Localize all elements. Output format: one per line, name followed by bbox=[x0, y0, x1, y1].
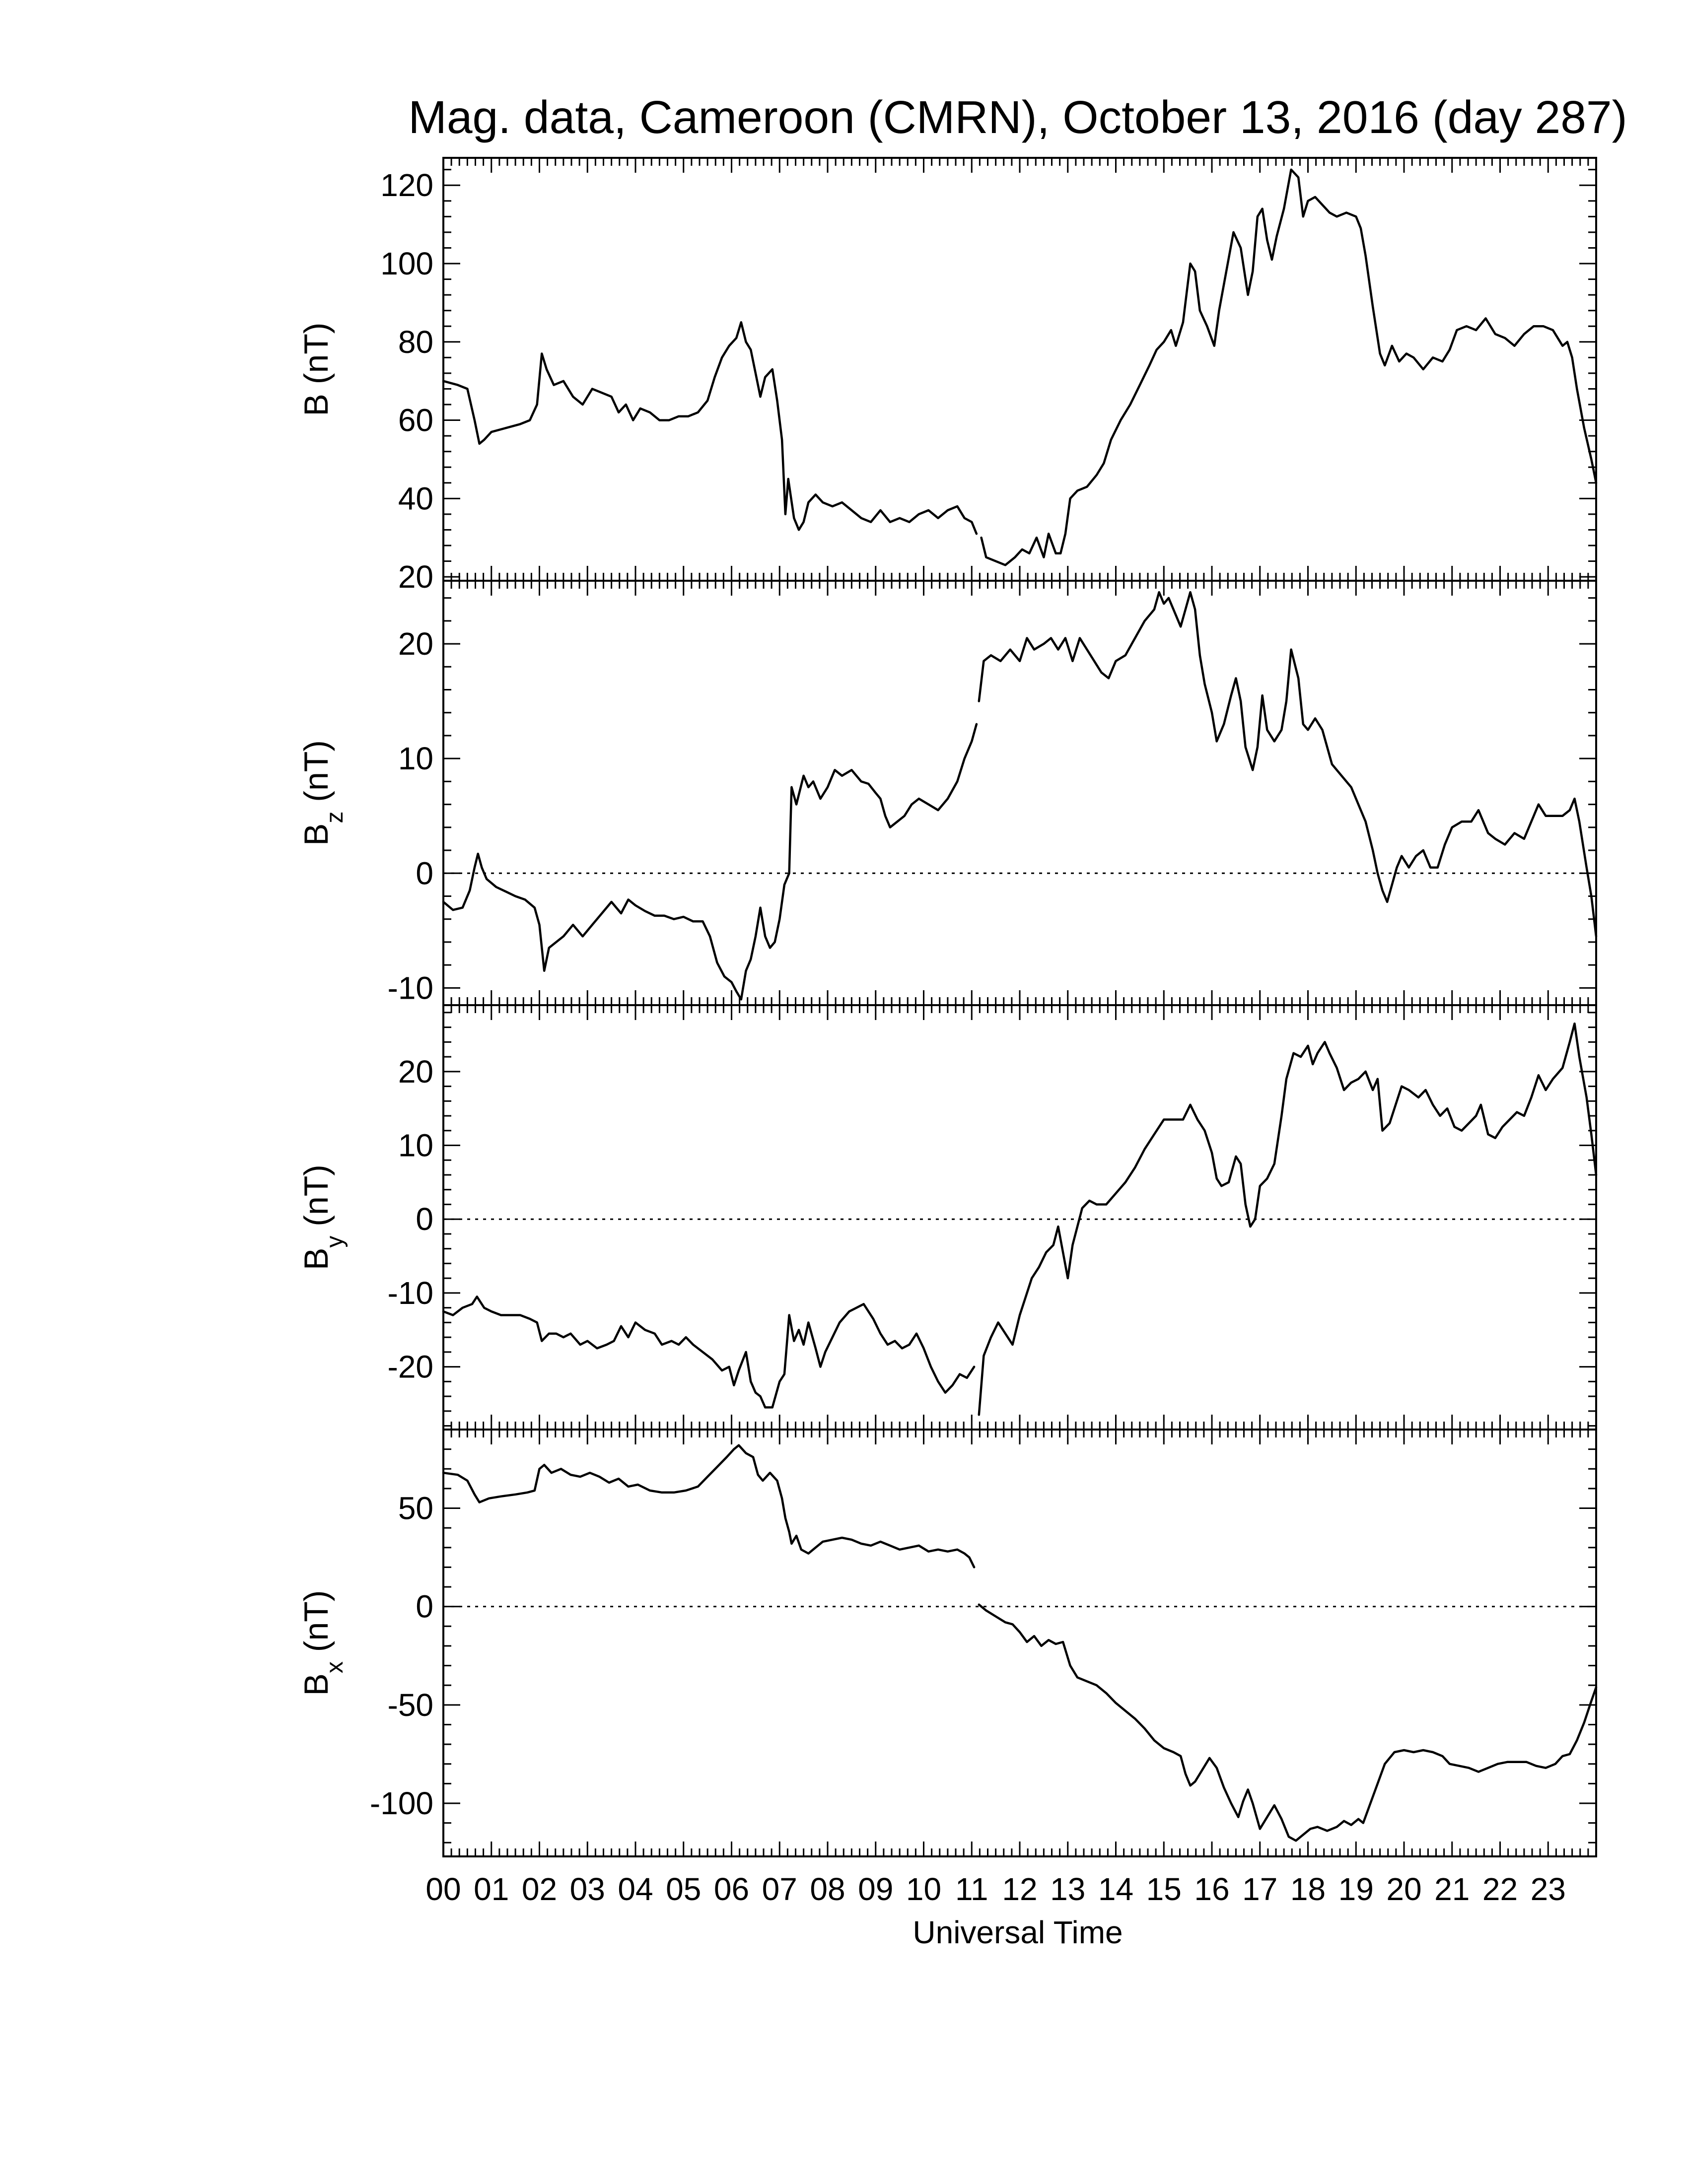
x-tick-label: 17 bbox=[1242, 1871, 1277, 1907]
y-tick-label: 20 bbox=[398, 626, 433, 662]
y-tick-label: 80 bbox=[398, 324, 433, 360]
y-tick-label: 60 bbox=[398, 403, 433, 438]
y-axis-label-unit: (nT) bbox=[297, 740, 335, 812]
y-tick-label: 10 bbox=[398, 1128, 433, 1163]
y-axis-label: By (nT) bbox=[297, 1164, 348, 1270]
x-tick-label: 13 bbox=[1050, 1871, 1085, 1907]
y-axis-label-sub: z bbox=[322, 812, 348, 823]
y-axis-label-main: B bbox=[297, 823, 335, 846]
y-tick-label: 20 bbox=[398, 1054, 433, 1090]
x-tick-label: 18 bbox=[1290, 1871, 1326, 1907]
y-tick-label: -100 bbox=[370, 1785, 433, 1821]
y-tick-label: 10 bbox=[398, 741, 433, 776]
x-tick-label: 07 bbox=[762, 1871, 797, 1907]
y-axis-label-main: B bbox=[297, 1248, 335, 1270]
x-tick-label: 14 bbox=[1098, 1871, 1133, 1907]
y-tick-label: 0 bbox=[416, 1201, 433, 1237]
x-tick-labels: 00 01 02 03 04 05 06 07 08 09 10 11 12 13 14 15 16 17 18 19… bbox=[425, 1871, 1565, 1907]
y-axis-label-sub: y bbox=[322, 1236, 348, 1248]
y-axis-label: Bz (nT) bbox=[297, 740, 348, 846]
y-axis-label-sub: x bbox=[322, 1661, 348, 1673]
y-tick-label: 20 bbox=[398, 559, 433, 595]
y-axis-label-unit: (nT) bbox=[297, 1590, 335, 1662]
panel-B: 20 40 60 80 100 120 B (nT) bbox=[297, 157, 1598, 595]
x-tick-label: 08 bbox=[810, 1871, 845, 1907]
panel-Bz: -10 0 10 20 Bz (nT) bbox=[297, 580, 1598, 1006]
panel-Bx: -100 -50 0 50 Bx (nT) bbox=[297, 1429, 1598, 1857]
y-axis-label-unit: (nT) bbox=[297, 323, 335, 394]
x-tick-label: 11 bbox=[955, 1871, 988, 1907]
y-axis-label: Bx (nT) bbox=[297, 1590, 348, 1696]
x-tick-label: 00 bbox=[425, 1871, 461, 1907]
y-axis-label-main: B bbox=[297, 1673, 335, 1696]
x-tick-label: 21 bbox=[1434, 1871, 1470, 1907]
series-line-Bz-0 bbox=[442, 723, 978, 1001]
y-tick-label: 0 bbox=[416, 1589, 433, 1625]
series-line-B-0 bbox=[442, 321, 978, 535]
y-axis-label-unit: (nT) bbox=[297, 1164, 335, 1236]
y-tick-label: 120 bbox=[380, 167, 433, 203]
y-tick-label: -50 bbox=[388, 1687, 434, 1723]
x-axis-label: Universal Time bbox=[913, 1914, 1123, 1950]
panel-By: -20 -10 0 10 20 By (nT) bbox=[297, 1004, 1598, 1431]
x-tick-label: 15 bbox=[1146, 1871, 1182, 1907]
y-tick-label: 40 bbox=[398, 480, 433, 516]
x-tick-label: 22 bbox=[1482, 1871, 1518, 1907]
x-tick-label: 02 bbox=[522, 1871, 557, 1907]
x-tick-label: 10 bbox=[906, 1871, 941, 1907]
y-axis-label: B (nT) bbox=[297, 323, 335, 416]
x-tick-label: 09 bbox=[858, 1871, 893, 1907]
series-line-Bz-1 bbox=[978, 591, 1598, 938]
y-tick-label: 0 bbox=[416, 855, 433, 891]
x-tick-label: 03 bbox=[570, 1871, 605, 1907]
series-line-Bx-1 bbox=[978, 1603, 1598, 1842]
x-tick-label: 20 bbox=[1386, 1871, 1421, 1907]
x-tick-label: 23 bbox=[1531, 1871, 1566, 1907]
y-tick-label: 50 bbox=[398, 1491, 433, 1526]
x-tick-label: 16 bbox=[1194, 1871, 1229, 1907]
x-tick-label: 19 bbox=[1338, 1871, 1374, 1907]
y-axis-label-main: B bbox=[297, 394, 335, 416]
x-tick-label: 01 bbox=[474, 1871, 509, 1907]
series-line-Bx-0 bbox=[442, 1444, 976, 1569]
y-tick-label: 100 bbox=[380, 246, 433, 281]
x-tick-label: 05 bbox=[666, 1871, 701, 1907]
series-line-By-0 bbox=[442, 1296, 976, 1409]
x-tick-label: 06 bbox=[714, 1871, 749, 1907]
series-line-By-1 bbox=[978, 1022, 1598, 1416]
y-tick-label: -10 bbox=[388, 970, 434, 1006]
x-tick-label: 04 bbox=[618, 1871, 653, 1907]
y-tick-label: -10 bbox=[388, 1275, 434, 1311]
y-tick-label: -20 bbox=[388, 1349, 434, 1385]
series-line-B-1 bbox=[980, 168, 1598, 566]
x-tick-label: 12 bbox=[1002, 1871, 1037, 1907]
chart-title: Mag. data, Cameroon (CMRN), October 13, … bbox=[408, 91, 1627, 143]
